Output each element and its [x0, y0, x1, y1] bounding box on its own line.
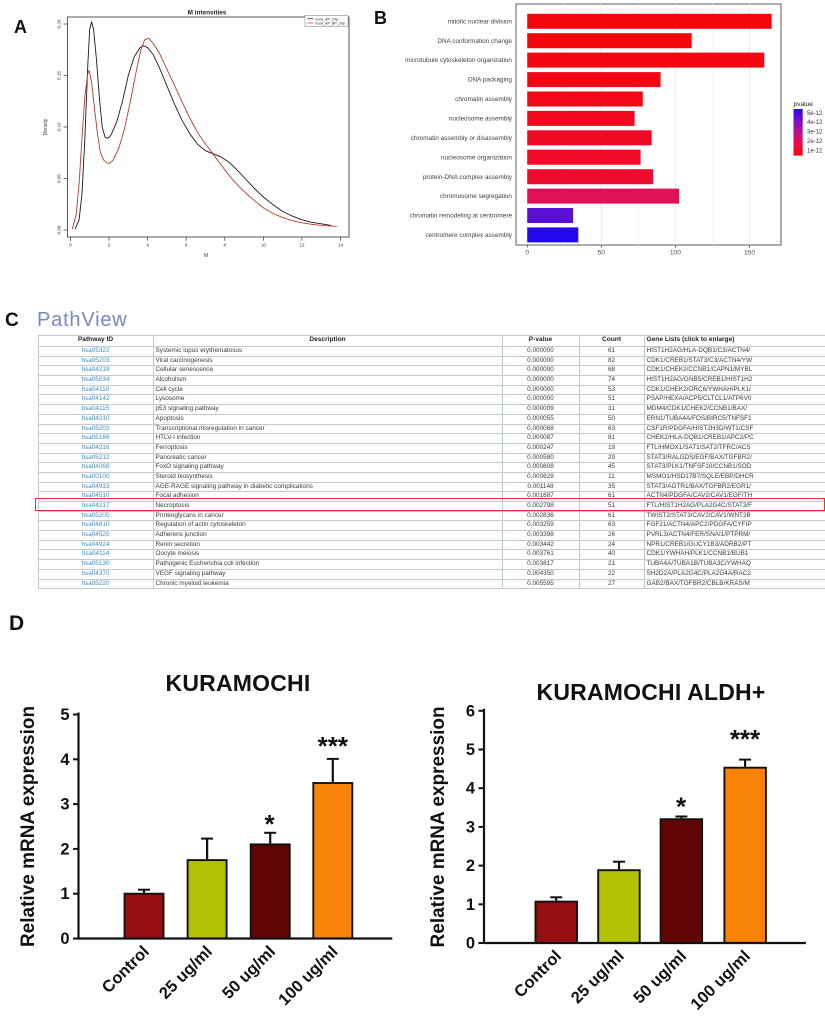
svg-text:chromosome segregation: chromosome segregation [440, 193, 513, 200]
svg-text:25 ug/ml: 25 ug/ml [568, 947, 628, 1007]
svg-text:10: 10 [261, 243, 267, 248]
svg-text:4: 4 [60, 751, 70, 769]
svg-text:M intensities: M intensities [188, 10, 227, 17]
svg-text:KURAMOCHI ALDH+: KURAMOCHI ALDH+ [537, 679, 766, 705]
svg-text:DNA conformation change: DNA conformation change [437, 38, 512, 45]
svg-text:0.10: 0.10 [57, 122, 62, 131]
svg-text:chromatin assembly: chromatin assembly [455, 96, 513, 103]
svg-text:6: 6 [466, 702, 475, 720]
svg-text:B: B [374, 8, 387, 28]
svg-text:centromere complex assembly: centromere complex assembly [425, 232, 512, 239]
svg-text:chromatin assembly or disassem: chromatin assembly or disassembly [411, 135, 513, 142]
svg-text:1: 1 [60, 885, 69, 903]
svg-text:2e-12: 2e-12 [807, 139, 823, 145]
svg-text:0.00: 0.00 [57, 225, 62, 234]
svg-text:M: M [204, 253, 208, 259]
svg-text:50: 50 [598, 250, 606, 257]
svg-text:3: 3 [466, 818, 475, 836]
svg-text:3: 3 [60, 796, 69, 814]
svg-text:0: 0 [60, 930, 69, 948]
svg-text:Relative mRNA expression: Relative mRNA expression [18, 706, 39, 947]
svg-text:Control: Control [99, 943, 153, 997]
svg-text:2: 2 [108, 243, 111, 248]
svg-text:***: *** [318, 731, 349, 761]
svg-text:Relative mRNA expression: Relative mRNA expression [428, 706, 449, 947]
svg-text:DNA packaging: DNA packaging [468, 77, 512, 84]
svg-text:0.05: 0.05 [57, 174, 62, 183]
svg-text:KURAMOCHI: KURAMOCHI [166, 670, 311, 696]
svg-text:50 ug/ml: 50 ug/ml [219, 943, 279, 1003]
svg-text:50 ug/ml: 50 ug/ml [630, 947, 690, 1007]
svg-text:5: 5 [60, 706, 69, 724]
svg-text:0.20: 0.20 [57, 19, 62, 28]
svg-text:0: 0 [466, 935, 475, 953]
svg-text:3e-12: 3e-12 [807, 130, 823, 136]
svg-text:2: 2 [466, 857, 475, 875]
svg-text:4e-12: 4e-12 [807, 120, 823, 126]
svg-text:5: 5 [466, 741, 475, 759]
svg-text:1e-12: 1e-12 [807, 148, 823, 154]
svg-text:100 ug/ml: 100 ug/ml [275, 943, 342, 1010]
svg-text:***: *** [730, 724, 761, 754]
svg-text:Control: Control [511, 947, 565, 1001]
svg-text:5e-12: 5e-12 [807, 111, 823, 117]
svg-text:4: 4 [146, 243, 149, 248]
svg-text:D: D [9, 612, 24, 635]
svg-text:*: * [676, 792, 687, 822]
svg-text:Density: Density [43, 118, 49, 135]
svg-text:mitotic nuclear division: mitotic nuclear division [448, 18, 513, 25]
svg-text:8: 8 [224, 243, 227, 248]
svg-text:6: 6 [185, 243, 188, 248]
svg-text:14: 14 [338, 243, 344, 248]
svg-text:nucleosome assembly: nucleosome assembly [449, 116, 513, 123]
svg-text:*: * [265, 809, 276, 839]
svg-text:100: 100 [670, 250, 681, 257]
svg-text:0.15: 0.15 [57, 71, 62, 80]
svg-text:nucleosome organization: nucleosome organization [441, 154, 512, 161]
svg-text:microtubule cytoskeleton organ: microtubule cytoskeleton organization [405, 57, 512, 64]
svg-text:25 ug/ml: 25 ug/ml [156, 943, 216, 1003]
svg-text:0: 0 [525, 250, 529, 257]
svg-text:Kura_AP_BP_chip: Kura_AP_BP_chip [316, 22, 346, 26]
svg-text:chromatin remodeling at centro: chromatin remodeling at centromere [409, 213, 512, 220]
svg-text:Kura_AP_chip: Kura_AP_chip [316, 17, 339, 21]
svg-text:12: 12 [299, 243, 305, 248]
svg-text:pvalue: pvalue [794, 101, 814, 108]
svg-text:0: 0 [69, 243, 72, 248]
svg-text:150: 150 [744, 250, 755, 257]
svg-text:1: 1 [466, 896, 475, 914]
svg-text:A: A [14, 17, 27, 37]
svg-text:2: 2 [60, 840, 69, 858]
svg-text:protein-DNA complex assembly: protein-DNA complex assembly [423, 174, 513, 181]
svg-text:100 ug/ml: 100 ug/ml [687, 947, 754, 1014]
svg-text:4: 4 [466, 780, 476, 798]
